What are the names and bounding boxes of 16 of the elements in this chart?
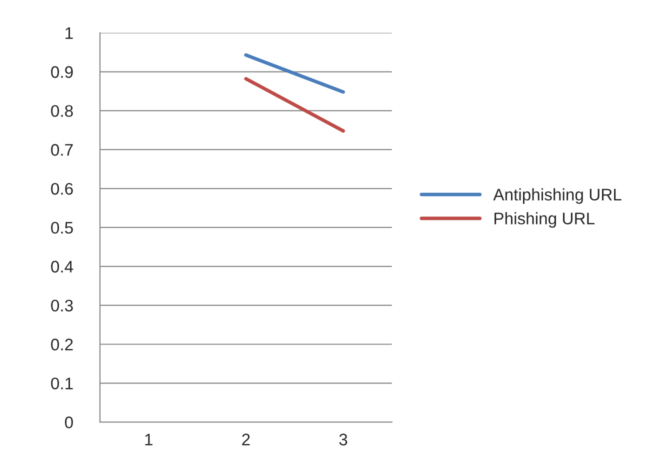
y-tick-label: 0.6: [51, 182, 73, 195]
y-tick-label: 0.9: [51, 66, 73, 78]
y-tick-label: 0.5: [51, 222, 73, 234]
legend-label: Phishing URL: [494, 212, 595, 228]
y-tick-label: 1: [66, 27, 73, 39]
x-tick-label: 3: [339, 434, 348, 446]
y-tick-label: 0.2: [51, 338, 73, 350]
y-tick-label: 0.3: [51, 300, 73, 312]
legend-label: Antiphishing URL: [493, 188, 622, 204]
x-tick-label: 2: [242, 434, 250, 446]
y-tick-label: 0.1: [51, 378, 73, 390]
x-tick-label: 1: [145, 434, 152, 446]
y-tick-label: 0.4: [51, 260, 74, 273]
y-tick-label: 0.8: [51, 105, 73, 117]
y-tick-label: 0: [64, 416, 73, 428]
y-tick-label: 0.7: [51, 144, 73, 156]
